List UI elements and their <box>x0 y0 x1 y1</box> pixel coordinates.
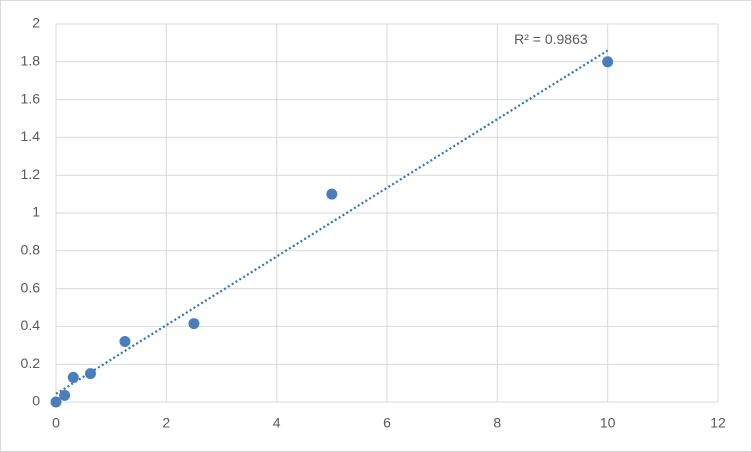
point <box>59 389 71 401</box>
y-tick-label: 0.6 <box>21 279 41 295</box>
y-tick-label: 1.2 <box>21 166 41 182</box>
point <box>119 336 131 348</box>
x-tick-label: 10 <box>600 415 616 431</box>
y-tick-label: 2 <box>32 15 40 31</box>
point <box>326 188 338 200</box>
x-tick-label: 2 <box>162 415 170 431</box>
y-tick-label: 1.8 <box>21 53 41 69</box>
trendline <box>55 49 609 395</box>
y-tick-label: 0.4 <box>21 317 41 333</box>
y-tick-label: 1.6 <box>21 90 41 106</box>
trendline-label: R² = 0.9863 <box>514 31 588 47</box>
y-tick-label: 0.8 <box>21 242 41 258</box>
x-tick-label: 8 <box>493 415 501 431</box>
point <box>67 371 79 383</box>
x-tick-label: 4 <box>273 415 281 431</box>
point <box>50 396 62 408</box>
y-tick-label: 0 <box>32 393 40 409</box>
y-tick-label: 1.4 <box>21 128 41 144</box>
point <box>84 368 96 380</box>
x-tick-label: 6 <box>383 415 391 431</box>
y-tick-label: 1 <box>32 204 40 220</box>
point <box>188 318 200 330</box>
x-tick-label: 0 <box>52 415 60 431</box>
point <box>602 56 614 68</box>
x-tick-label: 12 <box>710 415 726 431</box>
y-tick-label: 0.2 <box>21 355 41 371</box>
